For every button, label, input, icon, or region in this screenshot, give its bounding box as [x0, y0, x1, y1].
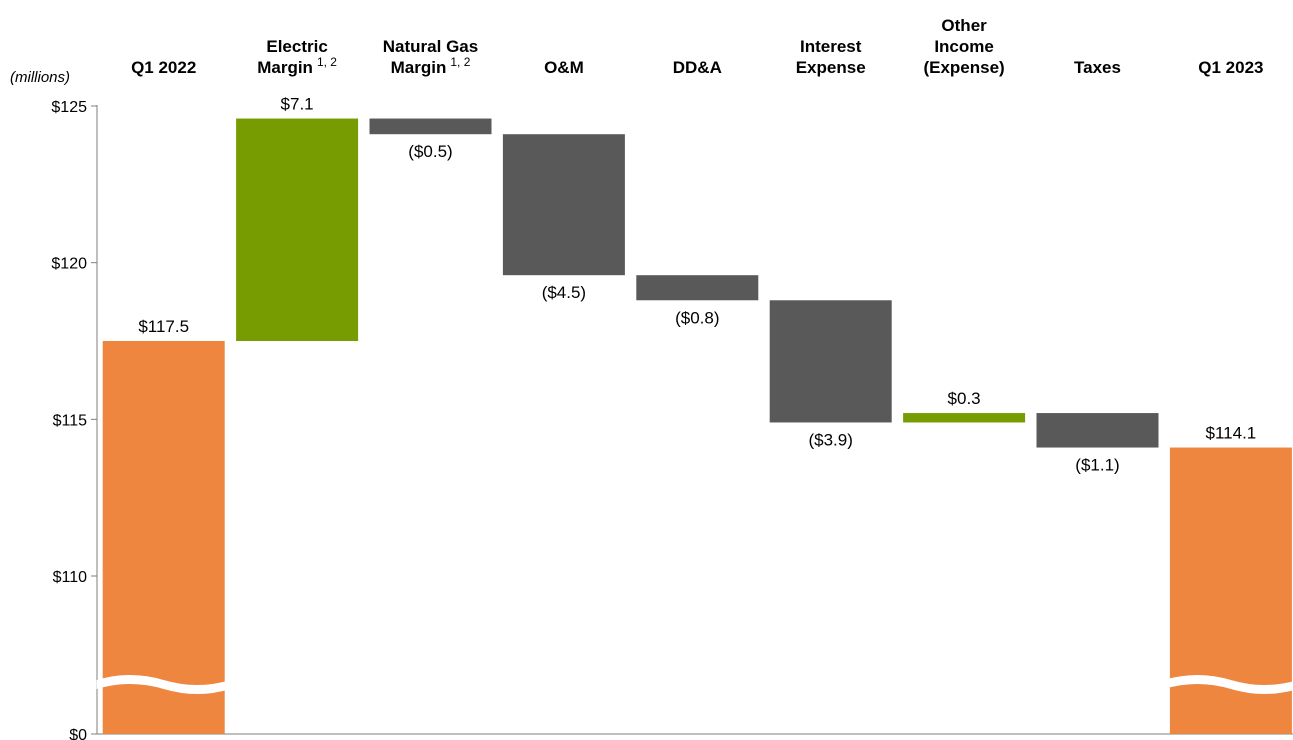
category-label: Natural Gas Margin 1, 2 — [383, 37, 478, 77]
category-label: Electric Margin 1, 2 — [257, 37, 337, 77]
decrease-bar — [769, 300, 892, 423]
category-label: Taxes — [1074, 58, 1121, 77]
category-label: Q1 2022 — [131, 58, 196, 77]
data-label: $114.1 — [1206, 424, 1257, 443]
category-label: O&M — [544, 58, 584, 77]
y-tick-label: $115 — [53, 412, 88, 429]
unit-label: (millions) — [10, 69, 70, 86]
category-label: Interest Expense — [796, 37, 866, 77]
decrease-bar — [636, 275, 759, 301]
y-tick-label: $0 — [69, 727, 87, 740]
increase-bar — [903, 413, 1026, 423]
decrease-bar — [1036, 413, 1159, 448]
category-label: DD&A — [673, 58, 722, 77]
total-bar — [102, 341, 225, 734]
decrease-bar — [502, 134, 625, 276]
category-label: Q1 2023 — [1198, 58, 1263, 77]
data-label: ($4.5) — [542, 283, 586, 302]
data-label: ($1.1) — [1075, 456, 1119, 475]
data-label: $117.5 — [138, 317, 189, 336]
data-label: $0.3 — [948, 389, 981, 408]
decrease-bar — [369, 118, 492, 135]
data-label: ($3.9) — [808, 430, 852, 449]
axis-break-mark — [1163, 675, 1293, 694]
y-tick-label: $120 — [51, 256, 87, 273]
increase-bar — [236, 118, 359, 342]
axis-break-mark — [96, 675, 231, 694]
y-tick-label: $110 — [53, 569, 88, 586]
category-label: Other Income (Expense) — [923, 16, 1004, 77]
y-tick-label: $125 — [51, 99, 87, 116]
data-label: ($0.8) — [675, 308, 719, 327]
data-label: ($0.5) — [408, 142, 452, 161]
data-label: $7.1 — [281, 95, 314, 114]
